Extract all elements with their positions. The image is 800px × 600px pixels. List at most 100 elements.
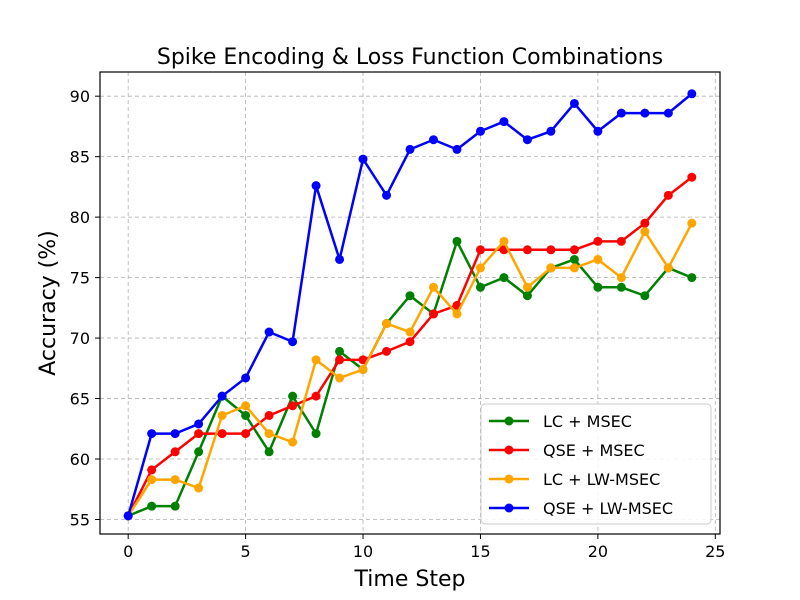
x-tick-label: 20	[588, 542, 608, 561]
data-point	[170, 475, 180, 485]
data-point	[335, 355, 345, 365]
data-point	[405, 337, 415, 347]
data-point	[147, 501, 157, 511]
data-point	[569, 98, 579, 108]
data-point	[475, 245, 485, 255]
x-tick-label: 15	[470, 542, 490, 561]
data-point	[358, 154, 368, 164]
data-point	[288, 337, 298, 347]
data-point	[546, 263, 556, 273]
legend-label: QSE + LW-MSEC	[543, 499, 673, 518]
data-point	[170, 447, 180, 457]
data-point	[405, 327, 415, 337]
data-point	[663, 190, 673, 200]
data-point	[593, 282, 603, 292]
series-3	[123, 89, 697, 521]
data-point	[522, 291, 532, 301]
data-point	[335, 346, 345, 356]
legend-item: QSE + MSEC	[489, 441, 645, 460]
chart-title: Spike Encoding & Loss Function Combinati…	[157, 45, 663, 70]
x-tick-label: 25	[705, 542, 725, 561]
data-point	[593, 236, 603, 246]
data-point	[335, 254, 345, 264]
legend-item: QSE + LW-MSEC	[489, 499, 673, 518]
data-point	[522, 282, 532, 292]
data-point	[405, 291, 415, 301]
plot-frame	[99, 71, 721, 535]
data-point	[593, 254, 603, 264]
x-tick-label: 0	[123, 542, 133, 561]
series-1	[123, 172, 697, 521]
x-axis-title: Time Step	[354, 567, 466, 592]
data-point	[475, 126, 485, 136]
data-point	[499, 273, 509, 283]
x-tick-label: 10	[353, 542, 373, 561]
data-point	[499, 236, 509, 246]
data-point	[475, 282, 485, 292]
data-point	[123, 511, 133, 521]
data-point	[288, 437, 298, 447]
legend-item: LC + LW-MSEC	[489, 470, 660, 489]
data-point	[147, 465, 157, 475]
legend-swatch-marker	[504, 503, 514, 513]
data-point	[264, 327, 274, 337]
data-point	[147, 429, 157, 439]
series-2	[123, 218, 697, 521]
data-point	[452, 236, 462, 246]
data-point	[147, 475, 157, 485]
data-point	[405, 144, 415, 154]
data-point	[687, 273, 697, 283]
data-point	[241, 401, 251, 411]
data-point	[569, 254, 579, 264]
data-point	[452, 309, 462, 319]
data-point	[593, 126, 603, 136]
data-point	[546, 245, 556, 255]
data-point	[241, 410, 251, 420]
data-point	[428, 282, 438, 292]
legend-label: LC + LW-MSEC	[543, 470, 660, 489]
data-point	[194, 419, 204, 429]
y-tick-label: 75	[70, 269, 90, 288]
data-point	[311, 355, 321, 365]
data-point	[499, 117, 509, 127]
data-point	[264, 429, 274, 439]
data-point	[428, 309, 438, 319]
data-point	[616, 282, 626, 292]
data-point	[452, 144, 462, 154]
data-point	[522, 245, 532, 255]
data-point	[264, 410, 274, 420]
data-point	[194, 483, 204, 493]
axis-ticks: 0 5 10 15 20 25 55 60 65 70 75 80 85 90	[70, 87, 726, 561]
data-point	[358, 355, 368, 365]
data-point	[194, 447, 204, 457]
y-tick-label: 85	[70, 148, 90, 167]
data-point	[640, 291, 650, 301]
data-point	[241, 429, 251, 439]
y-tick-label: 90	[70, 87, 90, 106]
legend-label: LC + MSEC	[543, 412, 632, 431]
y-tick-label: 65	[70, 390, 90, 409]
data-point	[687, 218, 697, 228]
x-tick-label: 5	[241, 542, 251, 561]
data-point	[217, 391, 227, 401]
data-point	[616, 273, 626, 283]
legend-label: QSE + MSEC	[543, 441, 645, 460]
legend-item: LC + MSEC	[489, 412, 632, 431]
legend-swatch-marker	[504, 474, 514, 484]
data-point	[170, 501, 180, 511]
series-lines	[123, 89, 697, 521]
data-point	[288, 401, 298, 411]
data-point	[170, 429, 180, 439]
data-point	[217, 410, 227, 420]
legend-box	[480, 403, 712, 525]
data-point	[569, 245, 579, 255]
legend-swatch-marker	[504, 445, 514, 455]
data-point	[382, 190, 392, 200]
data-point	[569, 263, 579, 273]
data-point	[311, 391, 321, 401]
y-tick-label: 70	[70, 329, 90, 348]
data-point	[194, 429, 204, 439]
data-point	[358, 365, 368, 375]
legend: LC + MSEC QSE + MSEC LC + LW-MSEC QSE + LW-…	[480, 403, 712, 525]
